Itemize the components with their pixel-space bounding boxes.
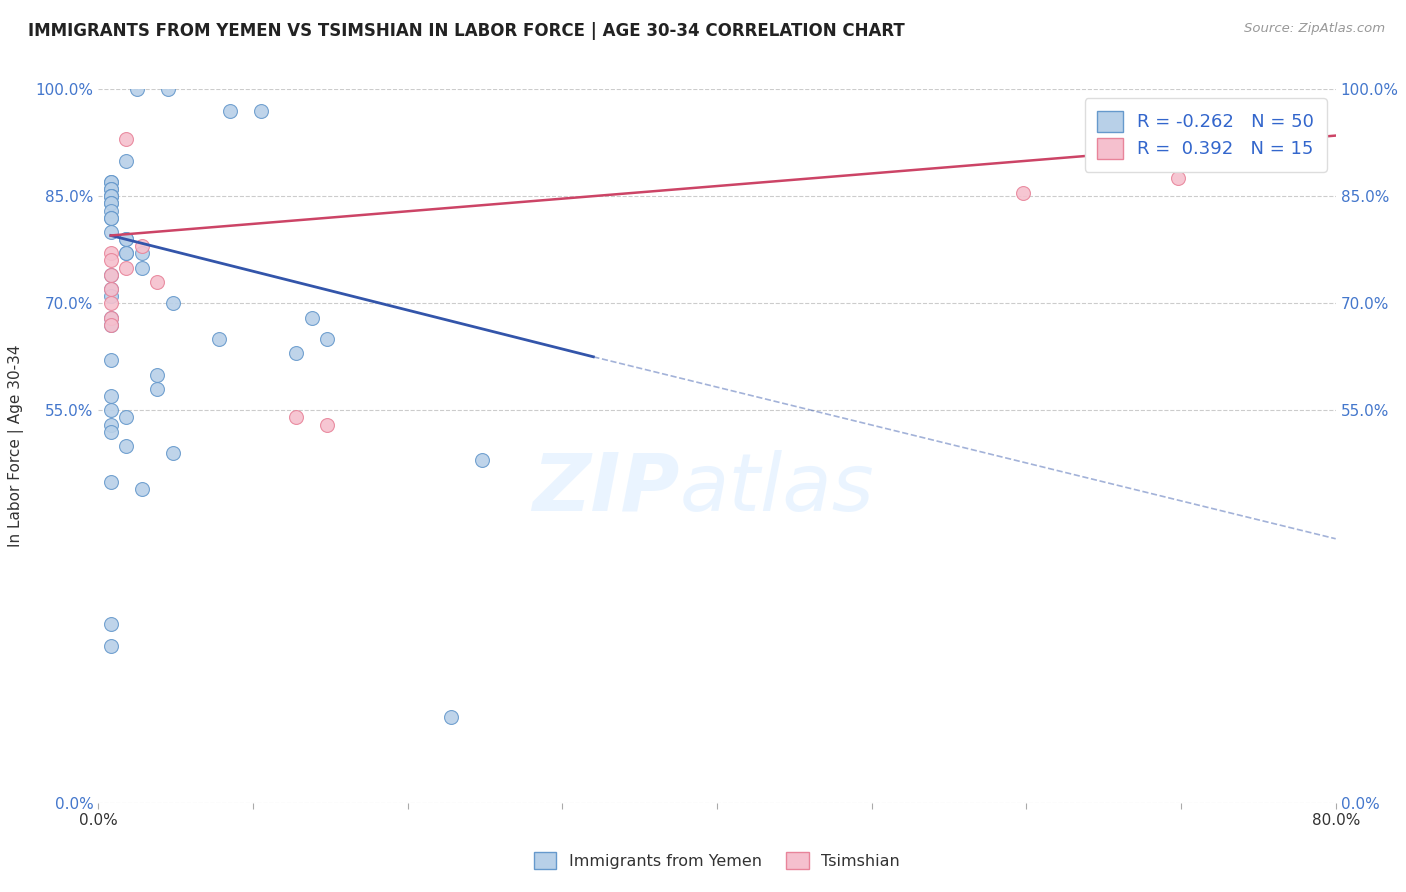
Point — [100, 282, 122, 296]
Legend: Immigrants from Yemen, Tsimshian: Immigrants from Yemen, Tsimshian — [526, 845, 908, 877]
Point — [100, 225, 122, 239]
Point — [100, 189, 122, 203]
Point — [1167, 171, 1189, 186]
Point — [301, 310, 323, 325]
Text: IMMIGRANTS FROM YEMEN VS TSIMSHIAN IN LABOR FORCE | AGE 30-34 CORRELATION CHART: IMMIGRANTS FROM YEMEN VS TSIMSHIAN IN LA… — [28, 22, 905, 40]
Point — [1012, 186, 1035, 200]
Point — [100, 189, 122, 203]
Point — [115, 410, 138, 425]
Point — [115, 246, 138, 260]
Point — [131, 246, 153, 260]
Point — [100, 182, 122, 196]
Point — [162, 296, 184, 310]
Point — [316, 417, 339, 432]
Point — [115, 439, 138, 453]
Point — [146, 382, 169, 396]
Point — [115, 232, 138, 246]
Point — [100, 196, 122, 211]
Point — [285, 346, 308, 360]
Point — [146, 275, 169, 289]
Point — [100, 253, 122, 268]
Point — [100, 318, 122, 332]
Point — [440, 710, 463, 724]
Point — [250, 103, 273, 118]
Point — [316, 332, 339, 346]
Point — [100, 310, 122, 325]
Point — [100, 417, 122, 432]
Point — [100, 617, 122, 632]
Point — [115, 153, 138, 168]
Point — [100, 403, 122, 417]
Point — [100, 268, 122, 282]
Point — [100, 639, 122, 653]
Point — [100, 289, 122, 303]
Text: Source: ZipAtlas.com: Source: ZipAtlas.com — [1244, 22, 1385, 36]
Point — [146, 368, 169, 382]
Point — [208, 332, 231, 346]
Point — [131, 260, 153, 275]
Point — [100, 310, 122, 325]
Point — [100, 296, 122, 310]
Point — [100, 353, 122, 368]
Point — [115, 246, 138, 260]
Text: ZIP: ZIP — [533, 450, 681, 528]
Point — [100, 282, 122, 296]
Point — [100, 182, 122, 196]
Point — [131, 239, 153, 253]
Point — [131, 482, 153, 496]
Point — [100, 189, 122, 203]
Point — [471, 453, 494, 467]
Point — [285, 410, 308, 425]
Point — [127, 82, 149, 96]
Point — [100, 246, 122, 260]
Point — [219, 103, 242, 118]
Point — [100, 211, 122, 225]
Point — [115, 132, 138, 146]
Point — [115, 232, 138, 246]
Point — [100, 175, 122, 189]
Point — [100, 175, 122, 189]
Point — [100, 203, 122, 218]
Point — [100, 318, 122, 332]
Point — [162, 446, 184, 460]
Point — [100, 211, 122, 225]
Point — [100, 389, 122, 403]
Text: atlas: atlas — [681, 450, 875, 528]
Point — [115, 260, 138, 275]
Point — [100, 196, 122, 211]
Y-axis label: In Labor Force | Age 30-34: In Labor Force | Age 30-34 — [8, 344, 24, 548]
Point — [157, 82, 180, 96]
Point — [100, 268, 122, 282]
Point — [100, 475, 122, 489]
Point — [100, 425, 122, 439]
